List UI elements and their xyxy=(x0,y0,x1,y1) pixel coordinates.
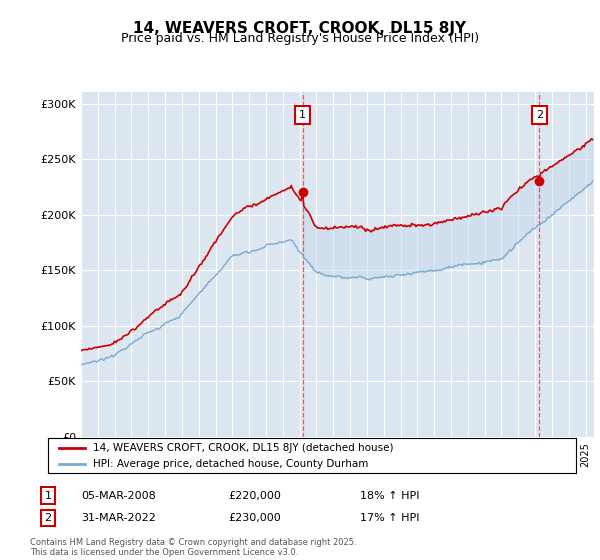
Text: £230,000: £230,000 xyxy=(228,513,281,523)
Text: Contains HM Land Registry data © Crown copyright and database right 2025.
This d: Contains HM Land Registry data © Crown c… xyxy=(30,538,356,557)
Text: 2: 2 xyxy=(536,110,543,120)
Text: 05-MAR-2008: 05-MAR-2008 xyxy=(81,491,156,501)
Text: £220,000: £220,000 xyxy=(228,491,281,501)
Text: 17% ↑ HPI: 17% ↑ HPI xyxy=(360,513,419,523)
Text: HPI: Average price, detached house, County Durham: HPI: Average price, detached house, Coun… xyxy=(93,459,368,469)
Text: Price paid vs. HM Land Registry's House Price Index (HPI): Price paid vs. HM Land Registry's House … xyxy=(121,32,479,45)
Text: 1: 1 xyxy=(299,110,306,120)
Text: 2: 2 xyxy=(44,513,52,523)
Text: 14, WEAVERS CROFT, CROOK, DL15 8JY (detached house): 14, WEAVERS CROFT, CROOK, DL15 8JY (deta… xyxy=(93,443,394,453)
Text: 18% ↑ HPI: 18% ↑ HPI xyxy=(360,491,419,501)
Text: 1: 1 xyxy=(44,491,52,501)
Text: 31-MAR-2022: 31-MAR-2022 xyxy=(81,513,156,523)
Text: 14, WEAVERS CROFT, CROOK, DL15 8JY: 14, WEAVERS CROFT, CROOK, DL15 8JY xyxy=(133,21,467,36)
